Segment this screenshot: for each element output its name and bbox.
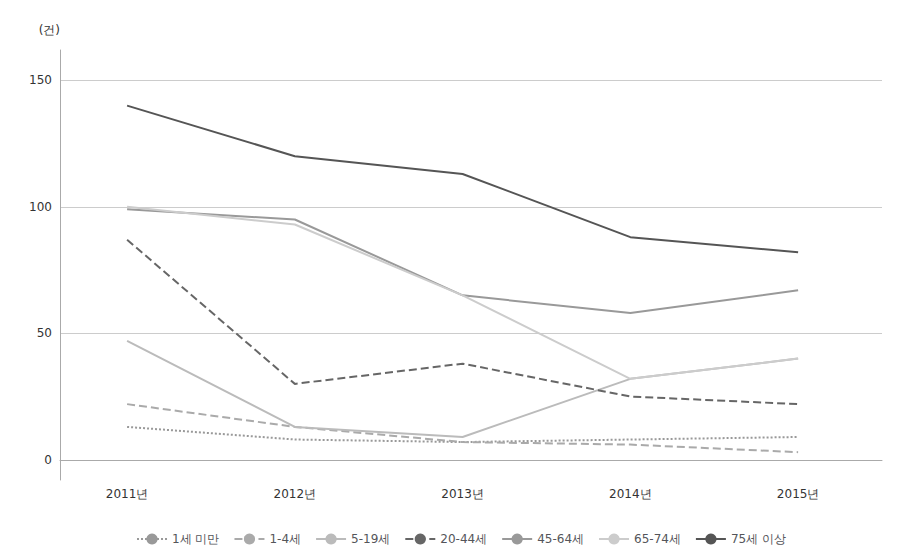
svg-text:1세 미만: 1세 미만 <box>172 532 219 546</box>
svg-text:45-64세: 45-64세 <box>537 532 584 546</box>
svg-text:2013년: 2013년 <box>441 487 484 501</box>
svg-text:65-74세: 65-74세 <box>634 532 681 546</box>
svg-text:1-4세: 1-4세 <box>269 532 301 546</box>
svg-text:20-44세: 20-44세 <box>440 532 487 546</box>
svg-text:2014년: 2014년 <box>609 487 652 501</box>
svg-text:2011년: 2011년 <box>106 487 149 501</box>
svg-text:5-19세: 5-19세 <box>351 532 390 546</box>
svg-text:150: 150 <box>29 73 52 87</box>
svg-text:75세 이상: 75세 이상 <box>731 532 786 546</box>
svg-text:100: 100 <box>29 200 52 214</box>
svg-text:50: 50 <box>37 326 52 340</box>
svg-text:2012년: 2012년 <box>274 487 317 501</box>
svg-text:2015년: 2015년 <box>777 487 820 501</box>
svg-text:(건): (건) <box>39 23 60 37</box>
svg-text:0: 0 <box>44 453 52 467</box>
